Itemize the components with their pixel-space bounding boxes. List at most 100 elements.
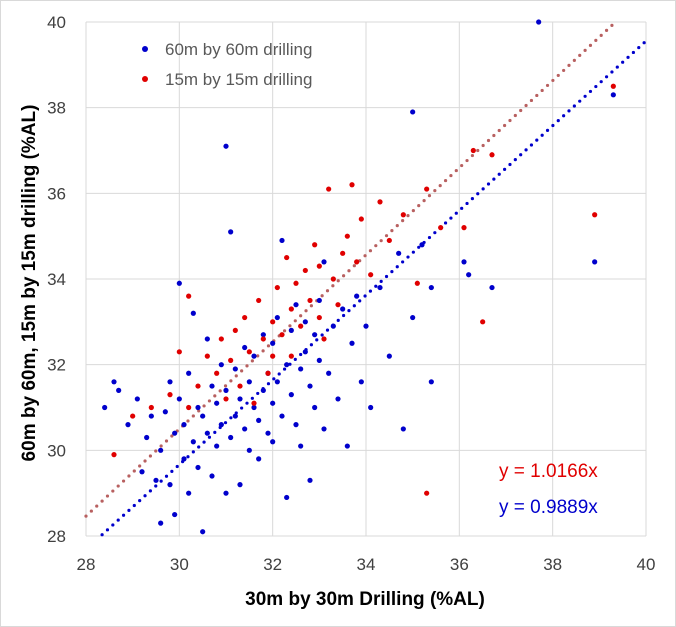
y-tick-label: 40 [47,13,66,32]
point-15m [302,267,308,274]
trendline-dot [594,84,598,89]
trendline-dot [363,254,367,258]
point-60m [195,464,201,471]
point-60m [144,434,150,441]
point-15m [330,276,336,282]
trendline-dot [492,177,496,181]
point-60m [358,379,364,385]
point-15m [186,293,192,299]
point-15m [186,404,192,411]
y-tick-label: 34 [47,270,66,289]
trendline-dot [315,338,319,342]
point-15m [400,212,406,218]
point-60m [321,259,327,265]
point-60m [298,366,304,372]
trendline-dot [503,123,507,128]
point-60m [111,379,117,385]
trendline-dot [476,148,480,153]
trendline-dot [562,68,566,73]
point-60m [298,443,304,449]
point-60m [102,404,108,411]
trendline-dot [454,211,458,215]
point-60m [377,284,383,291]
trendline-dot [551,123,555,128]
trend-equation-blue: y = 0.9889x [499,497,598,518]
x-tick-label: 30 [170,555,189,574]
trendline-dot [610,23,614,27]
point-60m [410,314,416,321]
point-15m [148,404,154,411]
trendline-dot [127,474,131,478]
point-60m [321,426,327,432]
trendline-dot [218,389,222,393]
point-60m [242,344,248,351]
point-15m [204,353,210,359]
trendline-dot [207,435,212,439]
trendline-dot [401,260,405,264]
trendline-dot [481,143,485,148]
point-60m [349,340,355,346]
trendline-dot [470,153,474,158]
point-60m [288,392,294,398]
trendline-dot [154,449,158,453]
point-60m [326,370,332,376]
point-60m [270,340,276,346]
trendline-dot [486,182,491,186]
trendline-dot [443,178,448,183]
legend-marker-blue [142,46,148,52]
point-15m [326,186,332,192]
point-15m [214,370,220,376]
trendline-dot [390,270,394,274]
trendline-dot [347,309,351,313]
trendline-dot [556,119,560,123]
trendline-dot [406,255,410,259]
point-60m [340,306,346,312]
point-15m [298,323,304,329]
trendline-dot [604,28,609,32]
trendline-dot [519,108,523,113]
point-60m [204,336,210,342]
trendline-dot [395,265,399,269]
point-15m [293,280,299,286]
point-15m [489,152,495,158]
trendline-dot [599,33,603,37]
point-60m [489,284,495,291]
trendline-dot [492,133,496,138]
point-60m [610,92,616,98]
trendline-dot [449,216,453,220]
trendline-dot [449,173,453,178]
trendline-dot [164,474,169,478]
trendline-dot [105,494,110,498]
trendline-dot [111,523,115,527]
trendline-dot [594,38,598,42]
trendline-dot [395,224,399,228]
point-60m [195,404,201,411]
trendline-dot [486,138,491,143]
point-60m [293,422,299,428]
trendline-dot [411,250,415,254]
point-60m [260,387,266,393]
trendline-dot [197,445,201,449]
trendline-dot [460,206,464,210]
point-15m [321,336,327,342]
point-15m [368,272,374,278]
point-60m [251,404,257,411]
trendline-dot [368,249,373,253]
point-60m [307,477,313,483]
y-axis-ticks: 28 30 32 34 36 38 40 [47,13,66,546]
trendline-dot [610,70,614,74]
point-60m [344,443,350,449]
point-60m [316,297,322,304]
trendline-dot [427,235,432,240]
point-15m [358,216,364,222]
point-60m [190,439,196,445]
point-60m [256,456,262,462]
trendline-dot [89,509,93,513]
trendline-dot [186,419,190,423]
trendline-dot [132,469,136,473]
point-15m [316,314,322,321]
point-60m [400,426,406,432]
point-60m [396,250,402,256]
point-60m [167,379,173,385]
point-60m [223,387,229,393]
